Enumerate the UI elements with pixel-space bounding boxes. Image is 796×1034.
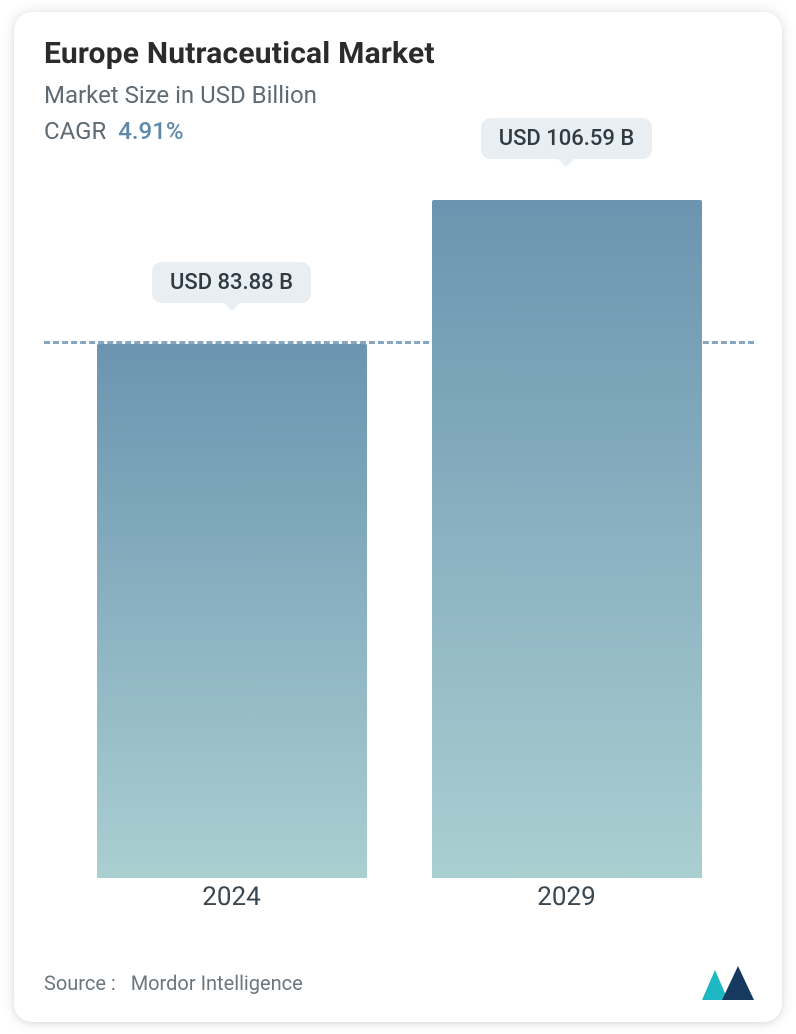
value-pill-2024: USD 83.88 B	[152, 262, 311, 303]
chart-area: USD 83.88 B USD 106.59 B 2024 2029	[44, 182, 754, 922]
source-label: Source :	[44, 971, 116, 995]
bar-2024	[97, 344, 367, 878]
chart-title: Europe Nutraceutical Market	[44, 36, 754, 71]
x-label-2029: 2029	[432, 882, 702, 922]
chart-subtitle: Market Size in USD Billion	[44, 81, 754, 109]
chart-footer: Source : Mordor Intelligence	[44, 966, 754, 1000]
value-pill-2029: USD 106.59 B	[481, 118, 653, 159]
bars-container: USD 83.88 B USD 106.59 B	[44, 182, 754, 878]
bar-2029-wrap: USD 106.59 B	[432, 200, 702, 878]
cagr-label: CAGR	[44, 117, 106, 145]
source-text: Source : Mordor Intelligence	[44, 971, 303, 995]
bar-2024-wrap: USD 83.88 B	[97, 344, 367, 878]
chart-card: Europe Nutraceutical Market Market Size …	[14, 12, 782, 1022]
mordor-logo-icon	[702, 966, 754, 1000]
x-axis-labels: 2024 2029	[44, 882, 754, 922]
logo-svg	[702, 966, 754, 1000]
x-label-2024: 2024	[97, 882, 367, 922]
source-name: Mordor Intelligence	[131, 971, 303, 995]
cagr-value: 4.91%	[118, 117, 183, 145]
bar-2029	[432, 200, 702, 878]
